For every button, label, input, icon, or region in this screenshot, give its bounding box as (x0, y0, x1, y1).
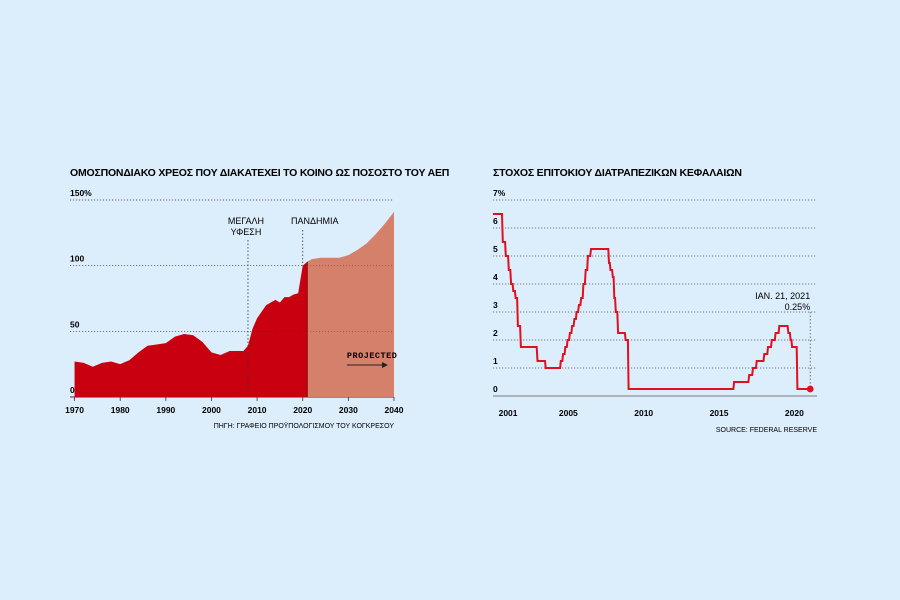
debt-y-ticks: 0 50 100 150% (70, 188, 92, 395)
rate-y-tick-label: 1 (493, 356, 498, 366)
debt-x-tick-label: 1980 (111, 405, 130, 415)
rate-x-tick-label: 2005 (559, 408, 578, 418)
rate-y-tick-label: 7% (493, 188, 506, 198)
debt-chart: ΟΜΟΣΠΟΝΔΙΑΚΟ ΧΡΕΟΣ ΠΟΥ ΔΙΑΚΑΤΕΧΕΙ ΤΟ ΚΟΙ… (65, 167, 449, 430)
rate-series-line (493, 213, 811, 390)
great-recession-label-2: ΥΦΕΣΗ (231, 227, 262, 237)
pandemic-label: ΠΑΝΔΗΜΙΑ (291, 216, 339, 226)
latest-rate-dot (806, 385, 814, 393)
rate-x-ticks: 2001 2005 2010 2015 2020 (499, 408, 805, 418)
debt-x-ticks: 1970 1980 1990 2000 2010 2020 2030 2040 (65, 397, 404, 415)
rate-y-tick-label: 4 (493, 272, 498, 282)
debt-x-tick-label: 2010 (248, 405, 267, 415)
projected-label: PROJECTED (347, 351, 397, 361)
debt-x-tick-label: 1990 (156, 405, 175, 415)
debt-y-tick-label: 50 (70, 319, 80, 329)
debt-x-tick-label: 2030 (339, 405, 358, 415)
debt-x-tick-label: 2020 (293, 405, 312, 415)
projected-arrow-head-icon (382, 362, 388, 368)
debt-y-tick-label: 150% (70, 188, 92, 198)
rate-y-tick-label: 5 (493, 244, 498, 254)
debt-areas (70, 199, 394, 397)
rate-y-tick-label: 0 (493, 384, 498, 394)
callout-date: ΙΑΝ. 21, 2021 (755, 291, 810, 301)
debt-x-tick-label: 2000 (202, 405, 221, 415)
projected-debt-area (307, 211, 394, 397)
rate-source: SOURCE: FEDERAL RESERVE (716, 427, 817, 434)
rate-y-ticks: 0 1 2 3 4 5 6 7% (493, 188, 506, 394)
great-recession-label-1: ΜΕΓΑΛΗ (228, 216, 264, 226)
rate-x-tick-label: 2010 (634, 408, 653, 418)
historical-debt-area (74, 261, 308, 397)
rate-x-tick-label: 2001 (499, 408, 518, 418)
rate-y-tick-label: 3 (493, 300, 498, 310)
rate-x-tick-label: 2020 (785, 408, 804, 418)
rate-y-tick-label: 2 (493, 328, 498, 338)
debt-chart-title: ΟΜΟΣΠΟΝΔΙΑΚΟ ΧΡΕΟΣ ΠΟΥ ΔΙΑΚΑΤΕΧΕΙ ΤΟ ΚΟΙ… (70, 167, 449, 179)
debt-y-tick-label: 100 (70, 254, 84, 264)
rate-chart-title: ΣΤΟΧΟΣ ΕΠΙΤΟΚΙΟΥ ΔΙΑΤΡΑΠΕΖΙΚΩΝ ΚΕΦΑΛΑΙΩΝ (493, 167, 742, 179)
rate-chart: ΣΤΟΧΟΣ ΕΠΙΤΟΚΙΟΥ ΔΙΑΤΡΑΠΕΖΙΚΩΝ ΚΕΦΑΛΑΙΩΝ… (493, 167, 817, 434)
rate-y-tick-label: 6 (493, 216, 498, 226)
rate-x-tick-label: 2015 (710, 408, 729, 418)
debt-source: ΠΗΓΗ: ΓΡΑΦΕΙΟ ΠΡΟΫΠΟΛΟΓΙΣΜΟΥ ΤΟΥ ΚΟΓΚΡΕΣ… (214, 422, 395, 430)
debt-y-tick-label: 0 (70, 385, 75, 395)
debt-x-tick-label: 1970 (65, 405, 84, 415)
callout-value: 0.25% (785, 302, 811, 312)
debt-x-tick-label: 2040 (385, 405, 404, 415)
